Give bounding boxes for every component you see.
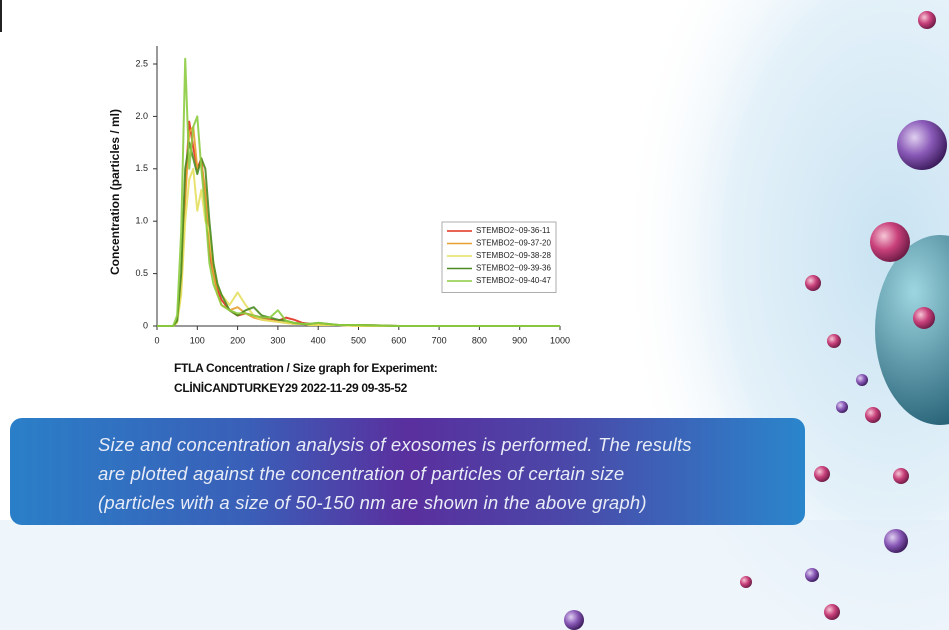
chart-title: FTLA Concentration / Size graph for Expe… xyxy=(174,361,437,375)
x-tick-label: 1000 xyxy=(550,335,570,345)
x-tick-label: 200 xyxy=(230,335,245,345)
x-tick-label: 400 xyxy=(311,335,326,345)
vesicle xyxy=(836,401,848,413)
y-tick-label: 1.5 xyxy=(135,163,148,173)
vesicle xyxy=(897,120,947,170)
x-tick-label: 300 xyxy=(270,335,285,345)
y-tick-label: 0.5 xyxy=(135,268,148,278)
x-tick-label: 700 xyxy=(432,335,447,345)
legend-label: STEMBO2~09-40-47 xyxy=(476,276,551,285)
vesicle xyxy=(824,604,840,620)
cell xyxy=(875,235,949,425)
x-tick-label: 500 xyxy=(351,335,366,345)
legend-label: STEMBO2~09-38-28 xyxy=(476,251,551,260)
x-tick-label: 100 xyxy=(190,335,205,345)
x-tick-label: 800 xyxy=(472,335,487,345)
y-tick-label: 2.0 xyxy=(135,111,148,121)
y-tick-label: 2.5 xyxy=(135,58,148,68)
vesicle xyxy=(870,222,910,262)
legend-label: STEMBO2~09-39-36 xyxy=(476,264,551,273)
y-tick-label: 0 xyxy=(143,320,148,330)
vesicle xyxy=(827,334,841,348)
legend-label: STEMBO2~09-37-20 xyxy=(476,239,551,248)
caption-line: (particles with a size of 50-150 nm are … xyxy=(98,492,647,513)
chart-subtitle: CLİNİCANDTURKEY29 2022-11-29 09-35-52 xyxy=(174,380,408,395)
vesicle xyxy=(893,468,909,484)
vesicle xyxy=(740,576,752,588)
vesicle xyxy=(805,275,821,291)
legend-label: STEMBO2~09-36-11 xyxy=(476,226,551,235)
x-tick-label: 900 xyxy=(512,335,527,345)
vesicle xyxy=(865,407,881,423)
vesicle xyxy=(918,11,936,29)
caption-line: are plotted against the concentration of… xyxy=(98,463,625,484)
vesicle xyxy=(814,466,830,482)
vesicle xyxy=(564,610,584,630)
background-floor xyxy=(0,520,949,630)
y-axis-label: Concentration (particles / ml) xyxy=(108,109,122,275)
caption-box: Size and concentration analysis of exoso… xyxy=(10,418,805,525)
vesicle xyxy=(884,529,908,553)
y-tick-label: 1.0 xyxy=(135,216,148,226)
edge-mark xyxy=(0,0,2,32)
vesicle xyxy=(913,307,935,329)
vesicle xyxy=(805,568,819,582)
x-tick-label: 600 xyxy=(391,335,406,345)
series-line xyxy=(157,57,560,327)
x-tick-label: 0 xyxy=(154,335,159,345)
caption-line: Size and concentration analysis of exoso… xyxy=(98,434,692,455)
vesicle xyxy=(856,374,868,386)
